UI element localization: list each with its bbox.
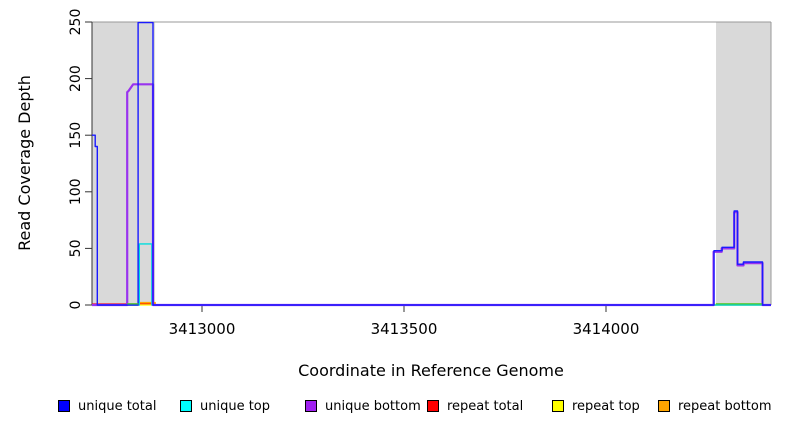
legend-label: unique total	[78, 398, 157, 414]
x-axis-label: Coordinate in Reference Genome	[298, 361, 564, 380]
y-tick-label: 200	[68, 65, 84, 92]
y-tick-label: 100	[68, 178, 84, 205]
legend-item-unique-top: unique top	[180, 398, 270, 414]
repeat-top-swatch-icon	[552, 400, 564, 412]
shaded-regions	[92, 22, 771, 305]
legend-label: repeat top	[572, 398, 640, 414]
y-tick-label: 50	[68, 239, 84, 257]
x-tick-label: 3413000	[169, 320, 236, 338]
legend-label: unique bottom	[325, 398, 421, 414]
y-axis-label: Read Coverage Depth	[15, 75, 34, 251]
repeat-bottom-swatch-icon	[658, 400, 670, 412]
axes	[85, 21, 771, 312]
legend-label: repeat total	[447, 398, 524, 414]
legend-label: repeat bottom	[678, 398, 772, 414]
legend: unique total unique top unique bottom re…	[0, 398, 792, 418]
legend-item-repeat-total: repeat total	[427, 398, 523, 414]
legend-item-repeat-top: repeat top	[552, 398, 640, 414]
y-tick-labels: 0 50 100 150 200 250	[68, 9, 84, 310]
repeat-total-swatch-icon	[427, 400, 439, 412]
y-tick-label: 0	[68, 301, 84, 310]
legend-label: unique top	[200, 398, 271, 414]
legend-item-unique-bottom: unique bottom	[305, 398, 421, 414]
legend-item-unique-total: unique total	[58, 398, 156, 414]
unique-bottom-swatch-icon	[305, 400, 317, 412]
unique-total-swatch-icon	[58, 400, 70, 412]
unique-top-swatch-icon	[180, 400, 192, 412]
x-tick-label: 3413500	[371, 320, 438, 338]
y-tick-label: 250	[68, 9, 84, 36]
x-tick-label: 3414000	[573, 320, 640, 338]
plot-box	[92, 21, 772, 305]
coverage-series	[92, 21, 771, 307]
x-tick-labels: 3413000 3413500 3414000	[169, 320, 640, 338]
coverage-plot: 3413000 3413500 3414000 0 50 100 150 200…	[15, 9, 772, 380]
y-tick-label: 150	[68, 122, 84, 149]
legend-item-repeat-bottom: repeat bottom	[658, 398, 772, 414]
